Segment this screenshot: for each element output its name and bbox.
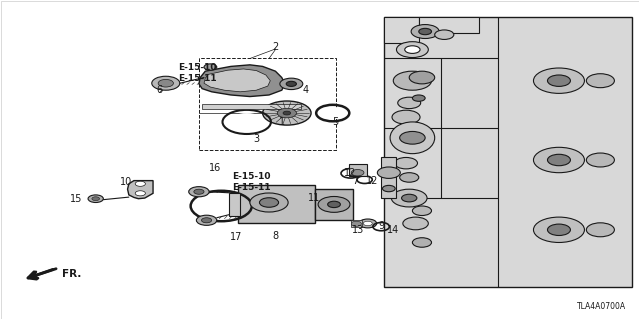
Circle shape	[280, 78, 303, 90]
Circle shape	[419, 28, 431, 35]
Circle shape	[250, 193, 288, 212]
Text: 9: 9	[379, 221, 385, 231]
Polygon shape	[204, 69, 270, 92]
Bar	[239, 185, 315, 223]
Polygon shape	[127, 180, 153, 199]
Text: 6: 6	[156, 85, 163, 95]
Circle shape	[204, 64, 217, 70]
Circle shape	[135, 181, 145, 186]
Circle shape	[412, 206, 431, 215]
Text: FR.: FR.	[62, 269, 81, 279]
Circle shape	[259, 198, 278, 207]
Text: 10: 10	[120, 177, 132, 187]
Text: 4: 4	[303, 85, 309, 95]
Text: 7: 7	[352, 176, 358, 186]
Circle shape	[403, 217, 428, 230]
Circle shape	[152, 76, 180, 90]
Text: 2: 2	[272, 42, 278, 52]
Circle shape	[351, 221, 362, 226]
Circle shape	[534, 68, 584, 93]
Circle shape	[401, 194, 417, 202]
Text: 1: 1	[278, 117, 285, 127]
Circle shape	[547, 224, 570, 236]
Circle shape	[318, 196, 350, 212]
Circle shape	[262, 101, 311, 125]
Text: 13: 13	[352, 225, 364, 236]
Text: 15: 15	[70, 194, 83, 204]
Circle shape	[534, 147, 584, 173]
Circle shape	[283, 111, 291, 115]
Bar	[384, 17, 632, 287]
Circle shape	[435, 30, 454, 39]
Bar	[315, 188, 353, 220]
Circle shape	[412, 95, 425, 101]
Circle shape	[277, 108, 296, 118]
Polygon shape	[384, 17, 419, 43]
Circle shape	[88, 195, 103, 203]
Circle shape	[92, 197, 100, 201]
Text: 17: 17	[230, 232, 242, 242]
Circle shape	[286, 81, 296, 86]
Text: E-15-10
E-15-11: E-15-10 E-15-11	[232, 172, 271, 192]
Circle shape	[404, 46, 420, 53]
Circle shape	[409, 71, 435, 84]
Circle shape	[394, 71, 431, 90]
Text: 12: 12	[366, 176, 378, 186]
Text: E-15-10
E-15-11: E-15-10 E-15-11	[179, 63, 217, 83]
Circle shape	[397, 97, 420, 108]
Text: TLA4A0700A: TLA4A0700A	[577, 302, 626, 311]
Bar	[202, 105, 301, 109]
Circle shape	[586, 223, 614, 237]
Circle shape	[534, 217, 584, 243]
Text: 12: 12	[344, 168, 356, 178]
Circle shape	[399, 132, 425, 144]
Circle shape	[189, 187, 209, 197]
Circle shape	[158, 79, 173, 87]
Circle shape	[547, 75, 570, 86]
Circle shape	[351, 170, 364, 176]
Circle shape	[392, 189, 427, 207]
Circle shape	[412, 238, 431, 247]
Bar	[229, 193, 241, 215]
Circle shape	[194, 189, 204, 194]
Circle shape	[411, 25, 439, 38]
Circle shape	[364, 221, 372, 226]
Bar	[351, 220, 362, 227]
Circle shape	[359, 219, 377, 228]
Circle shape	[229, 113, 264, 131]
Circle shape	[396, 42, 428, 58]
Circle shape	[202, 218, 212, 223]
Circle shape	[586, 74, 614, 88]
Text: 14: 14	[387, 225, 399, 236]
Circle shape	[399, 173, 419, 182]
Text: 11: 11	[307, 193, 320, 203]
Text: 16: 16	[209, 163, 221, 173]
Bar	[349, 164, 367, 177]
Text: 3: 3	[253, 134, 259, 144]
Circle shape	[135, 191, 145, 196]
Circle shape	[328, 201, 340, 208]
Circle shape	[586, 153, 614, 167]
Polygon shape	[199, 65, 285, 97]
Circle shape	[547, 154, 570, 166]
Text: 8: 8	[273, 231, 278, 241]
Circle shape	[383, 185, 395, 192]
Circle shape	[394, 157, 417, 169]
Bar	[199, 59, 336, 150]
Bar	[381, 157, 396, 198]
Text: 5: 5	[332, 117, 339, 127]
Polygon shape	[419, 17, 479, 33]
Circle shape	[378, 167, 400, 178]
Circle shape	[196, 215, 217, 225]
Ellipse shape	[390, 122, 435, 154]
Circle shape	[321, 107, 344, 119]
Circle shape	[392, 110, 420, 124]
